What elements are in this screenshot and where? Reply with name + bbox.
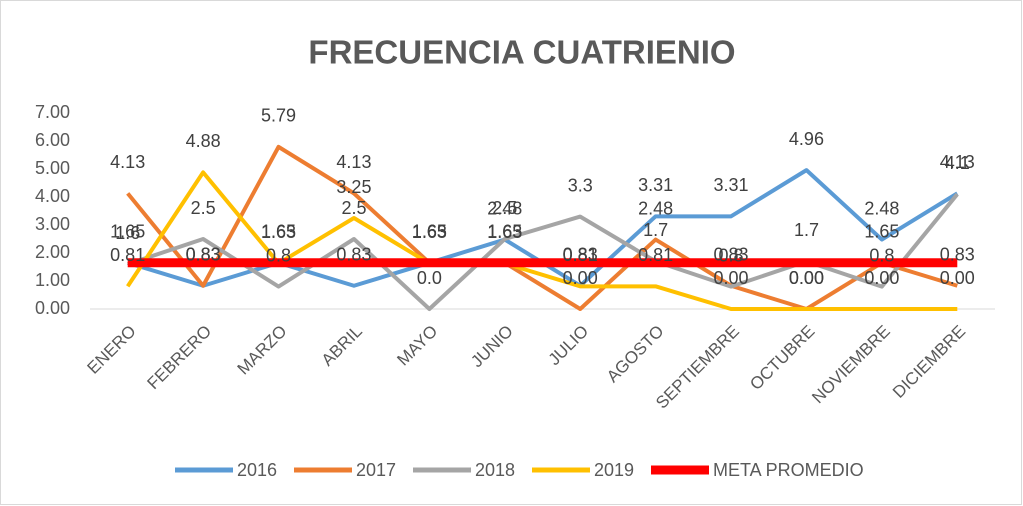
data-label: 0.83 xyxy=(940,245,975,265)
data-label: 2.5 xyxy=(492,198,517,218)
y-tick-label: 4.00 xyxy=(35,186,70,206)
data-label: 0.00 xyxy=(789,268,824,288)
data-label: 0.00 xyxy=(563,268,598,288)
y-tick-label: 7.00 xyxy=(35,102,70,122)
y-tick-label: 2.00 xyxy=(35,242,70,262)
data-label: 2.48 xyxy=(864,198,899,218)
legend-label: 2016 xyxy=(237,460,277,480)
y-tick-label: 3.00 xyxy=(35,214,70,234)
data-label: 3.25 xyxy=(336,177,371,197)
data-label: 0.8 xyxy=(719,245,744,265)
y-tick-label: 6.00 xyxy=(35,130,70,150)
data-label: 4.1 xyxy=(945,153,970,173)
legend-label: 2018 xyxy=(475,460,515,480)
y-tick-label: 0.00 xyxy=(35,298,70,318)
data-label: 1.63 xyxy=(487,222,522,242)
data-label: 1.65 xyxy=(261,222,296,242)
data-label: 0.81 xyxy=(563,245,598,265)
chart-title: FRECUENCIA CUATRIENIO xyxy=(308,34,735,71)
data-label: 1.6 xyxy=(115,223,140,243)
data-label: 2.5 xyxy=(341,198,366,218)
data-label: 5.79 xyxy=(261,106,296,126)
data-label: 0.00 xyxy=(714,268,749,288)
y-tick-label: 1.00 xyxy=(35,270,70,290)
data-label: 0.0 xyxy=(417,268,442,288)
data-label: 4.96 xyxy=(789,129,824,149)
legend-label: META PROMEDIO xyxy=(713,460,864,480)
data-label: 1.65 xyxy=(110,222,145,242)
data-label: 2.48 xyxy=(638,198,673,218)
data-label: 1.7 xyxy=(643,220,668,240)
data-label: 1.65 xyxy=(412,222,447,242)
data-label: 0.81 xyxy=(110,245,145,265)
data-label: 0.8 xyxy=(266,245,291,265)
data-label: 1.65 xyxy=(487,222,522,242)
data-label: 2.48 xyxy=(487,198,522,218)
data-label: 1.65 xyxy=(412,222,447,242)
y-tick-label: 5.00 xyxy=(35,158,70,178)
data-label: 1.7 xyxy=(794,220,819,240)
data-label: 4.13 xyxy=(940,152,975,172)
series-line xyxy=(126,170,958,311)
data-label: 4.13 xyxy=(336,152,371,172)
data-label: 0.83 xyxy=(186,245,221,265)
data-label: 3.31 xyxy=(714,175,749,195)
data-label: 0.81 xyxy=(638,245,673,265)
data-label: 0.00 xyxy=(940,268,975,288)
data-label: 0.8 xyxy=(869,245,894,265)
data-label: 0.83 xyxy=(336,245,371,265)
legend-label: 2017 xyxy=(356,460,396,480)
data-label: 0.00 xyxy=(864,268,899,288)
data-label: 0.00 xyxy=(789,268,824,288)
data-label: 1.63 xyxy=(261,222,296,242)
data-label: 2.5 xyxy=(191,198,216,218)
data-label: 3.3 xyxy=(568,175,593,195)
data-label: 0.83 xyxy=(714,245,749,265)
data-label: 1.65 xyxy=(864,222,899,242)
legend-label: 2019 xyxy=(594,460,634,480)
data-label: 0.83 xyxy=(186,245,221,265)
data-label: 4.88 xyxy=(186,131,221,151)
data-label: 1.63 xyxy=(412,222,447,242)
series-line xyxy=(126,144,958,311)
data-label: 0.83 xyxy=(563,245,598,265)
data-label: 3.31 xyxy=(638,175,673,195)
data-label: 4.13 xyxy=(110,152,145,172)
